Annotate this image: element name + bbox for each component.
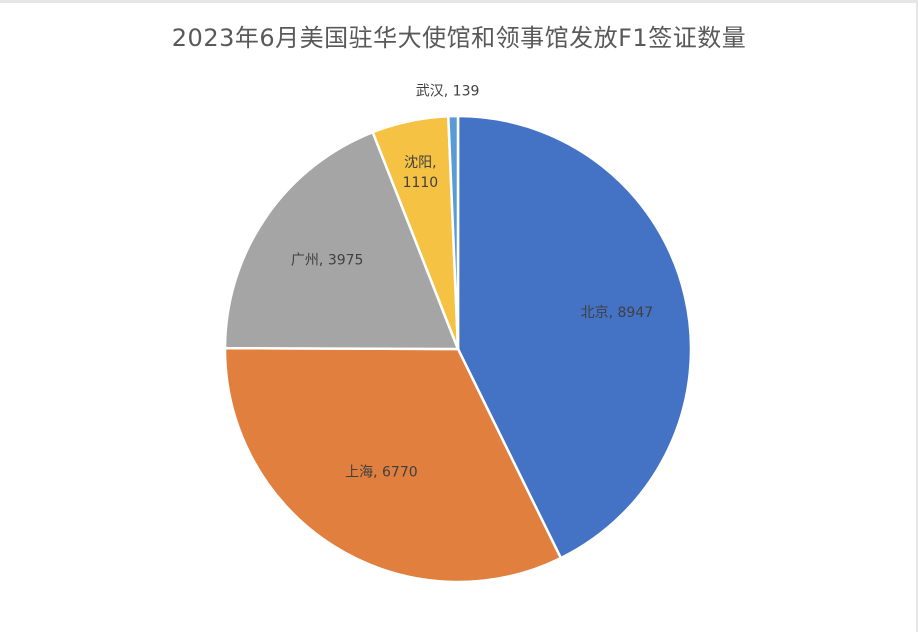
pie-data-label-0: 北京, 8947 (581, 305, 654, 321)
pie-slice-0[interactable] (456, 114, 693, 560)
pie-slice-1[interactable] (223, 346, 563, 584)
pie-data-labels: 北京, 8947 上海, 6770 广州, 3975 沈阳, 1110 武汉, 139 (291, 83, 653, 480)
chart-title: 2023年6月美国驻华大使馆和领事馆发放F1签证数量 (171, 24, 747, 52)
sheet-gridline-right (916, 0, 918, 632)
pie-data-label-2: 广州, 3975 (291, 253, 364, 269)
pie-slices (223, 114, 693, 584)
pie-slice-4[interactable] (446, 114, 460, 350)
pie-data-label-4: 武汉, 139 (416, 83, 480, 99)
sheet-gridline-top (0, 0, 918, 3)
pie-data-label-3: 沈阳, 1110 (403, 155, 439, 191)
pie-slice-2[interactable] (223, 130, 460, 351)
pie-data-label-1: 上海, 6770 (345, 465, 418, 481)
